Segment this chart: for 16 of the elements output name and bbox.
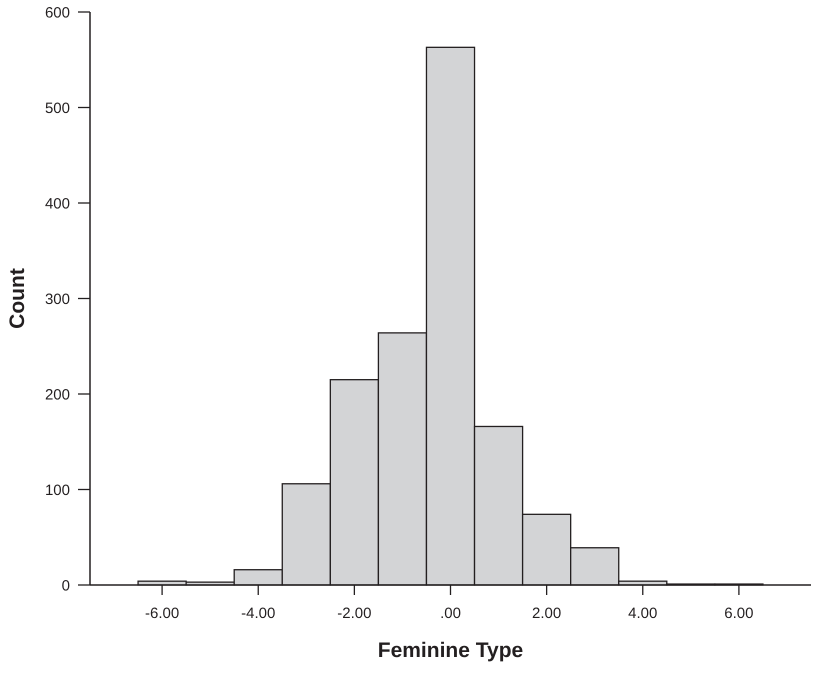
y-tick-label: 500 bbox=[44, 100, 70, 117]
x-tick-label: -6.00 bbox=[145, 605, 180, 622]
y-tick-label: 400 bbox=[44, 195, 70, 212]
y-tick-label: 100 bbox=[44, 482, 70, 499]
y-tick-label: 600 bbox=[44, 4, 70, 22]
x-tick-label: 2.00 bbox=[532, 605, 562, 622]
y-tick-label: 300 bbox=[44, 290, 70, 308]
x-tick-label: 6.00 bbox=[724, 605, 754, 622]
x-tick-label: 4.00 bbox=[628, 605, 658, 622]
y-tick-label: 0 bbox=[62, 577, 70, 594]
y-axis-title: Count bbox=[6, 268, 29, 329]
x-axis-title: Feminine Type bbox=[378, 639, 524, 662]
x-tick-label: -2.00 bbox=[337, 605, 372, 622]
x-tick-label: .00 bbox=[440, 605, 461, 622]
y-tick-label: 200 bbox=[44, 386, 70, 404]
x-tick-label: -4.00 bbox=[241, 605, 276, 622]
